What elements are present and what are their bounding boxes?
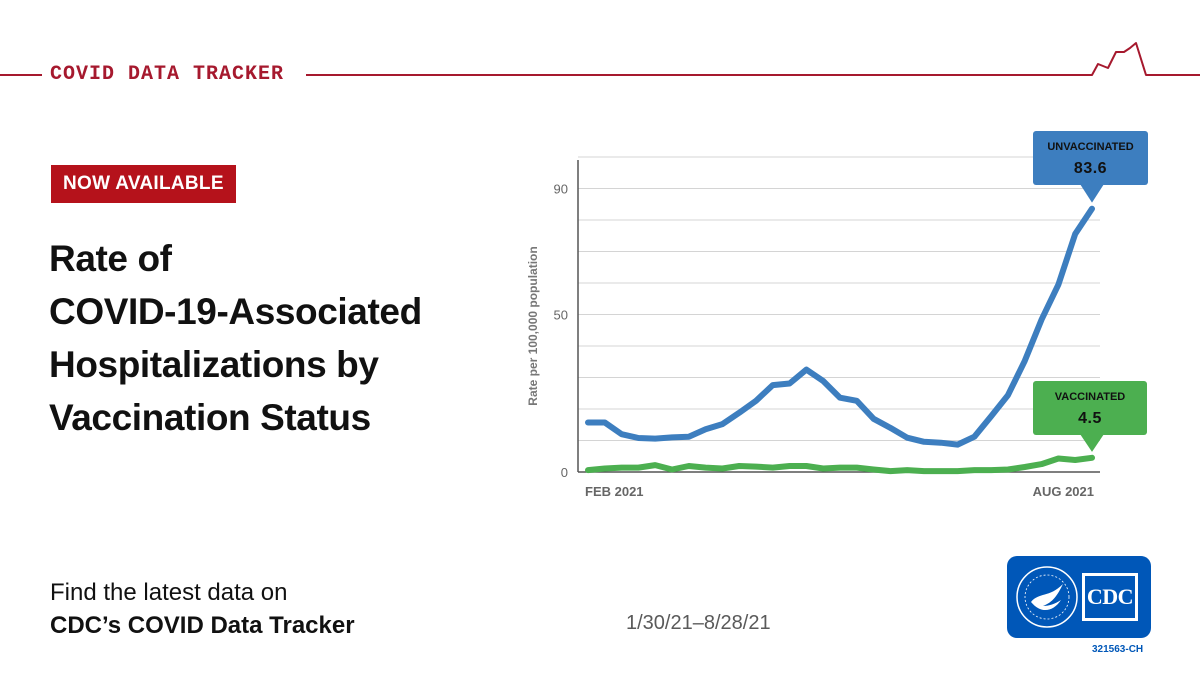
title-line: Vaccination Status (49, 397, 371, 438)
page-title: Rate of COVID-19-Associated Hospitalizat… (49, 232, 489, 444)
hhs-seal-icon (1016, 566, 1078, 628)
cdc-logo: CDC (1007, 556, 1151, 638)
series-line-unvaccinated (585, 205, 1095, 448)
brand-title: COVID DATA TRACKER (50, 63, 285, 86)
cdc-box (1082, 573, 1138, 621)
vaccinated-callout-label: VACCINATED (1055, 391, 1126, 403)
reference-code: 321563-CH (1092, 644, 1144, 655)
cdc-wordmark: CDC (1086, 584, 1134, 609)
unvaccinated-callout-value: 83.6 (1074, 160, 1107, 177)
y-tick-label: 0 (561, 465, 568, 480)
footer-prompt: Find the latest data on (50, 579, 288, 606)
x-tick-label: AUG 2021 (1033, 484, 1094, 499)
series-line-vaccinated (585, 454, 1095, 475)
x-tick-label: FEB 2021 (585, 484, 644, 499)
date-range: 1/30/21–8/28/21 (626, 612, 771, 634)
title-line: Hospitalizations by (49, 344, 379, 385)
now-available-badge: NOW AVAILABLE (51, 165, 236, 203)
y-axis-label: Rate per 100,000 population (526, 246, 540, 405)
vaccinated-callout-pointer (1080, 434, 1104, 452)
y-tick-label: 90 (554, 182, 568, 197)
data-tracker-link[interactable]: CDC’s COVID Data Tracker (50, 612, 355, 639)
unvaccinated-callout-pointer (1080, 184, 1104, 203)
header-rule-right (306, 74, 1080, 76)
vaccinated-callout-box (1033, 381, 1147, 435)
title-line: Rate of (49, 238, 172, 279)
header-rule-left (0, 74, 42, 76)
unvaccinated-callout-box (1033, 131, 1148, 185)
title-line: COVID-19-Associated (49, 291, 422, 332)
header-sparkline-icon (1078, 42, 1200, 76)
vaccinated-callout-value: 4.5 (1078, 410, 1102, 427)
unvaccinated-callout-label: UNVACCINATED (1047, 141, 1133, 153)
y-tick-label: 50 (554, 308, 568, 323)
